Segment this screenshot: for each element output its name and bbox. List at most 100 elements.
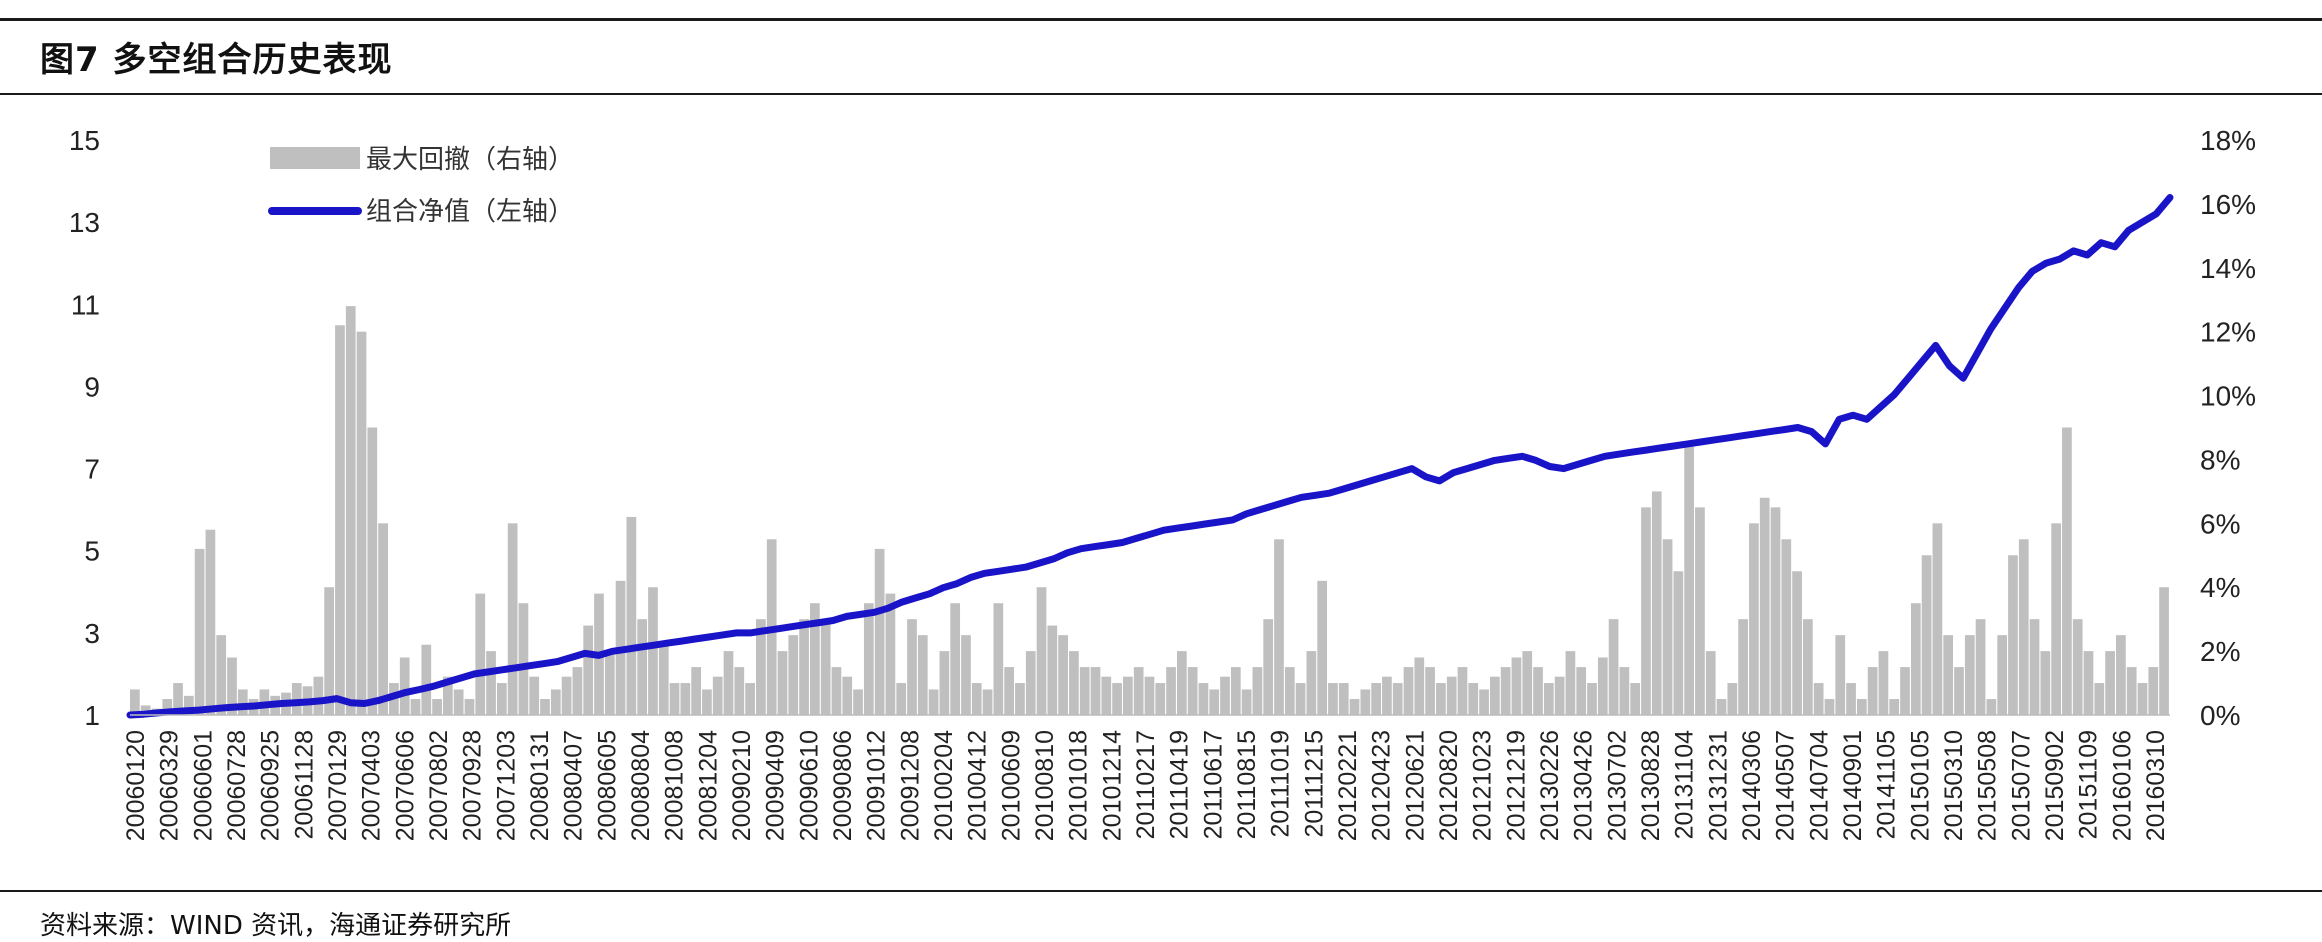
right-tick-label: 8% [2200, 444, 2240, 475]
drawdown-bar [842, 676, 853, 715]
drawdown-bar [691, 667, 701, 715]
drawdown-bar [1155, 683, 1166, 715]
drawdown-bar [443, 676, 453, 715]
left-tick-label: 15 [69, 125, 100, 156]
x-tick-label: 20100412 [964, 730, 992, 841]
drawdown-bar [1457, 667, 1468, 715]
drawdown-bar [140, 705, 151, 715]
x-tick-label: 20080407 [560, 730, 588, 841]
x-tick-label: 20140901 [1839, 730, 1867, 841]
drawdown-bar [885, 593, 896, 715]
drawdown-bar [1198, 683, 1209, 715]
drawdown-bar [1025, 651, 1036, 715]
x-tick-label: 20141105 [1873, 730, 1901, 839]
x-tick-label: 20090806 [829, 730, 857, 841]
x-tick-label: 20140704 [1805, 730, 1833, 841]
drawdown-bar [1738, 619, 1748, 715]
drawdown-bar [993, 603, 1004, 715]
drawdown-bar [939, 651, 950, 715]
right-tick-label: 12% [2200, 317, 2256, 348]
drawdown-bar [756, 619, 766, 715]
x-tick-label: 20101018 [1065, 730, 1093, 841]
drawdown-bar [1058, 635, 1068, 715]
drawdown-bar [2159, 587, 2169, 715]
x-tick-label: 20130702 [1603, 730, 1631, 841]
x-tick-label: 20110217 [1132, 730, 1160, 839]
drawdown-bar [1274, 539, 1284, 715]
x-tick-label: 20110617 [1199, 730, 1227, 839]
drawdown-bar [1824, 699, 1835, 715]
top-rule [0, 18, 2322, 21]
drawdown-bar [1543, 683, 1554, 715]
drawdown-bar [227, 657, 237, 715]
drawdown-bar [820, 619, 831, 715]
drawdown-bar [1133, 667, 1144, 715]
drawdown-bar [1317, 580, 1328, 715]
left-tick-label: 1 [84, 700, 100, 731]
left-tick-label: 13 [69, 207, 100, 238]
drawdown-bar [173, 683, 183, 715]
x-tick-label: 20091012 [863, 730, 891, 841]
drawdown-bar [2008, 555, 2018, 715]
drawdown-bar [1803, 619, 1813, 715]
drawdown-bar [2040, 651, 2051, 715]
drawdown-bar [1284, 667, 1295, 715]
drawdown-bar [2116, 635, 2126, 715]
drawdown-bar [1867, 667, 1878, 715]
drawdown-bar [928, 689, 939, 715]
x-tick-label: 20130226 [1536, 730, 1564, 841]
drawdown-bar [637, 619, 648, 715]
drawdown-bar [1846, 683, 1856, 715]
drawdown-bar [810, 603, 820, 715]
drawdown-bar [1835, 635, 1846, 715]
x-tick-label: 20120221 [1334, 730, 1362, 841]
x-tick-label: 20150310 [1940, 730, 1968, 841]
drawdown-bar [1047, 625, 1058, 715]
drawdown-bar [1069, 651, 1079, 715]
drawdown-bar [1910, 603, 1921, 715]
drawdown-bar [917, 635, 928, 715]
right-tick-label: 18% [2200, 125, 2256, 156]
x-tick-label: 20080804 [627, 730, 655, 841]
x-tick-label: 20131104 [1671, 730, 1699, 839]
drawdown-bar [1187, 667, 1198, 715]
drawdown-bar [1770, 507, 1781, 715]
x-tick-label: 20091208 [896, 730, 924, 841]
drawdown-bar [237, 689, 248, 715]
drawdown-bar [1673, 571, 1684, 715]
x-tick-label: 20111019 [1267, 730, 1295, 838]
x-tick-label: 20070802 [425, 730, 453, 841]
drawdown-bar [1964, 635, 1975, 715]
drawdown-bar [1436, 683, 1446, 715]
drawdown-bar [702, 689, 712, 715]
drawdown-bar [853, 689, 863, 715]
drawdown-bar [1986, 699, 1997, 715]
left-tick-label: 7 [84, 454, 100, 485]
x-tick-label: 20100204 [930, 730, 958, 841]
x-tick-label: 20160106 [2108, 730, 2136, 841]
drawdown-bar [1446, 676, 1457, 715]
drawdown-bar [1425, 667, 1435, 715]
drawdown-bar [1230, 667, 1241, 715]
drawdown-bar [874, 548, 885, 715]
drawdown-bar [907, 619, 917, 715]
right-tick-label: 10% [2200, 381, 2256, 412]
drawdown-bar [1500, 667, 1511, 715]
drawdown-bar [291, 683, 302, 715]
x-tick-label: 20140306 [1738, 730, 1766, 841]
drawdown-bar [1727, 683, 1738, 715]
drawdown-bar [540, 699, 550, 715]
drawdown-bar [410, 699, 421, 715]
drawdown-bar [367, 427, 378, 715]
drawdown-bar [831, 667, 842, 715]
x-tick-label: 20140507 [1772, 730, 1800, 841]
x-tick-label: 20151109 [2075, 730, 2103, 839]
drawdown-bar [2126, 667, 2137, 715]
drawdown-bar [2148, 667, 2159, 715]
drawdown-bar [723, 651, 734, 715]
drawdown-bar [345, 306, 356, 715]
drawdown-bar [1338, 683, 1349, 715]
drawdown-bar [1684, 443, 1694, 715]
legend-label-drawdown: 最大回撤（右轴） [366, 145, 574, 175]
x-tick-label: 20060329 [156, 730, 184, 841]
